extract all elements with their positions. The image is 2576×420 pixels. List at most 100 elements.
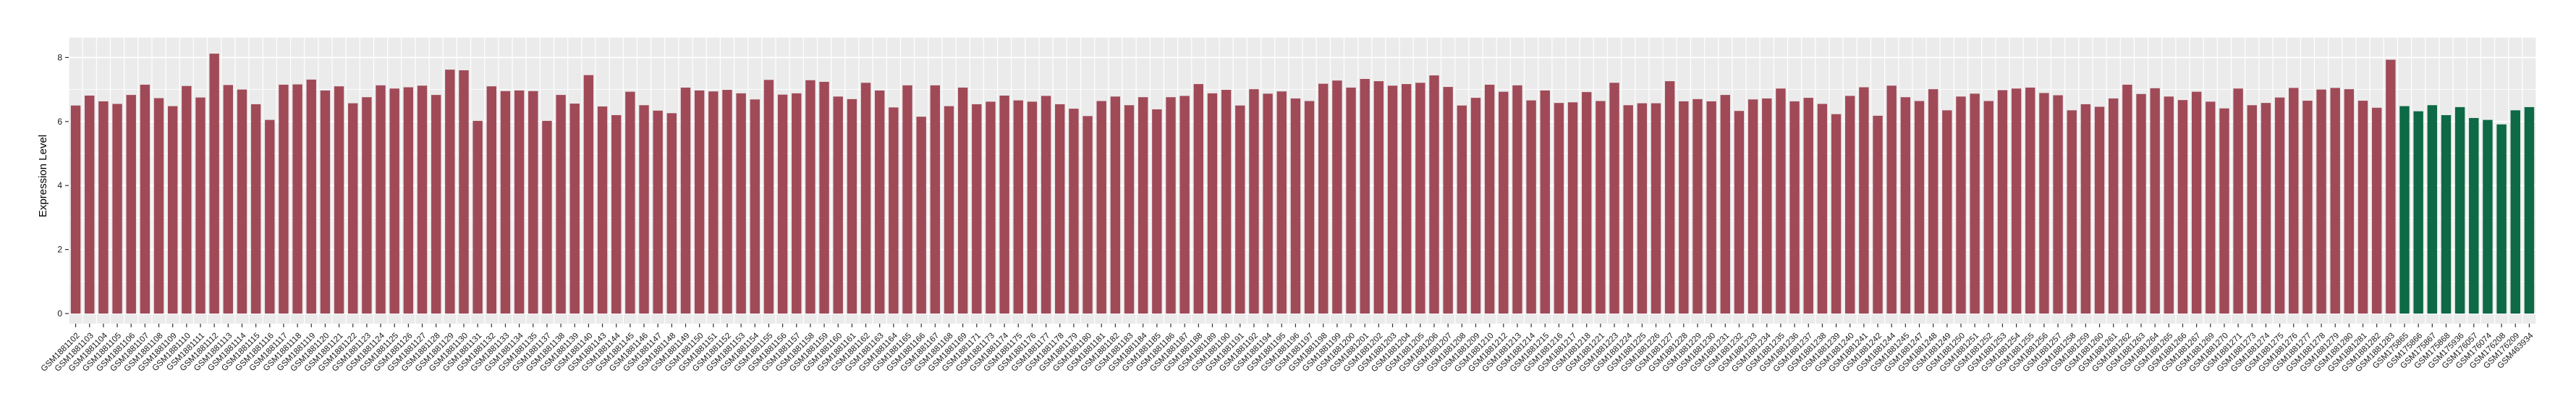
bar [1928, 89, 1939, 314]
bar [680, 87, 691, 314]
bar [625, 91, 635, 314]
bar [431, 95, 441, 314]
bar [1817, 104, 1828, 314]
bar [403, 87, 414, 314]
bar [556, 95, 566, 314]
bar [2067, 110, 2077, 314]
bar [1346, 87, 1356, 314]
bar [1720, 95, 1731, 314]
bar [2122, 84, 2132, 314]
bar [1567, 102, 1578, 314]
bar [1221, 90, 1232, 314]
bar [2247, 105, 2257, 314]
bar [957, 87, 968, 314]
bar [362, 97, 372, 314]
bar [153, 98, 164, 314]
bar [1401, 84, 1412, 314]
bar [70, 105, 81, 314]
bar [2399, 106, 2410, 314]
bar [2316, 89, 2326, 314]
bar [2483, 119, 2493, 314]
bar [389, 88, 399, 314]
bar [500, 91, 511, 314]
bar [597, 106, 608, 314]
bar [1776, 88, 1786, 314]
bar [1387, 85, 1398, 314]
bar [708, 91, 719, 314]
bar [334, 86, 344, 314]
bar [1152, 109, 1162, 314]
bar [1970, 93, 1980, 314]
bar [1027, 101, 1038, 314]
bar [1276, 91, 1287, 314]
bar [750, 99, 760, 314]
bar [583, 75, 594, 314]
bar [1540, 90, 1550, 314]
bar [1235, 105, 1245, 314]
bar [1082, 116, 1093, 314]
bar [1609, 83, 1619, 314]
bar [279, 84, 289, 314]
bar [1900, 97, 1911, 314]
bar [486, 86, 497, 314]
bar [140, 84, 151, 314]
bar [763, 80, 774, 314]
bar [1263, 93, 1273, 314]
bar [2496, 124, 2507, 314]
bar [1873, 115, 1883, 314]
y-axis-title: Expression Level [37, 135, 49, 217]
bar [1692, 98, 1703, 314]
bar [265, 119, 275, 314]
bar [902, 85, 912, 314]
bar [514, 90, 525, 314]
bar [1679, 101, 1689, 314]
bar [2330, 88, 2340, 314]
bar [1637, 103, 1648, 314]
bar [2274, 97, 2285, 314]
bar [2289, 88, 2299, 314]
bar [2413, 111, 2423, 314]
bar [1831, 114, 1842, 314]
bar [2357, 101, 2368, 314]
bar [2302, 101, 2313, 314]
bar [320, 90, 331, 314]
bar [1457, 105, 1467, 314]
bar [930, 85, 941, 314]
bar [167, 106, 178, 314]
bar [944, 106, 954, 314]
bar [2469, 117, 2479, 314]
bar [1332, 80, 1342, 314]
bar [1124, 105, 1135, 314]
bar [1762, 98, 1772, 314]
bar [1859, 87, 1869, 314]
bar [2206, 101, 2216, 314]
bar [1429, 75, 1439, 314]
bar [2039, 93, 2049, 314]
bar [306, 79, 316, 314]
y-tick-label: 0 [57, 308, 62, 319]
bar [1096, 101, 1106, 314]
bar [1512, 85, 1522, 314]
bar [417, 85, 428, 314]
bar [1942, 110, 1952, 314]
bar [611, 114, 622, 314]
bar [1360, 79, 1370, 314]
bar [1664, 81, 1675, 314]
bar [1055, 104, 1065, 314]
bar [722, 90, 732, 314]
bar [1845, 96, 1855, 314]
bar [1470, 98, 1481, 314]
bar [126, 95, 136, 314]
bar [792, 93, 802, 314]
bar [2094, 106, 2105, 314]
bar [2261, 103, 2271, 314]
bar [819, 81, 829, 314]
bar [1137, 97, 1148, 314]
bar [666, 113, 677, 314]
bar [1803, 98, 1813, 314]
bar [1318, 83, 1329, 314]
bar [1997, 90, 2008, 314]
bar [528, 91, 538, 314]
